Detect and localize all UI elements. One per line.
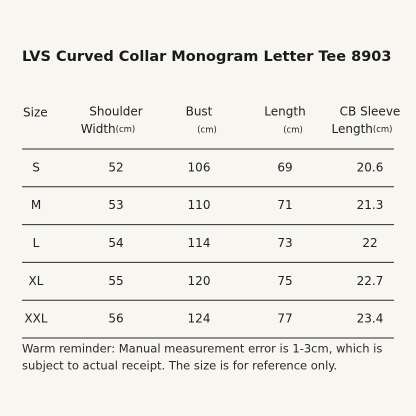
table-cell: M [31, 198, 41, 212]
header-cell: Length(cm) [332, 122, 393, 136]
table-cell: 73 [277, 236, 292, 250]
table-cell: 52 [108, 160, 123, 174]
header-cell: Length [264, 105, 305, 119]
header-text: Length [332, 122, 373, 136]
table-cell: 22 [362, 236, 377, 250]
header-text: Width [81, 122, 116, 136]
table-cell: 69 [277, 160, 292, 174]
table-cell: 77 [277, 312, 292, 326]
table-cell: S [32, 160, 40, 174]
header-cell: Bust [186, 105, 213, 119]
header-cell: Shoulder [89, 105, 143, 119]
unit: (cm) [197, 126, 217, 136]
header-cell: Size [23, 106, 48, 120]
table-cell: 20.6 [357, 160, 384, 174]
table-cell: XL [29, 274, 44, 288]
table-cell: L [33, 236, 40, 250]
header-cell: Width(cm) [81, 122, 135, 136]
table-cell: 21.3 [357, 198, 384, 212]
table-cell: 114 [188, 236, 211, 250]
table-cell: 55 [108, 274, 123, 288]
unit: (cm) [116, 125, 136, 135]
unit: (cm) [283, 126, 303, 136]
table-cell: 106 [188, 160, 211, 174]
note-line: Warm reminder: Manual measurement error … [22, 342, 382, 356]
note-line: subject to actual receipt. The size is f… [22, 359, 337, 373]
table-cell: 53 [108, 198, 123, 212]
table-cell: XXL [24, 312, 47, 326]
table-cell: 54 [108, 236, 123, 250]
title: LVS Curved Collar Monogram Letter Tee 89… [22, 49, 391, 65]
table-cell: 75 [277, 274, 292, 288]
table-cell: 120 [188, 274, 211, 288]
table-cell: 124 [188, 312, 211, 326]
header-cell: CB Sleeve [340, 105, 401, 119]
table-cell: 110 [188, 198, 211, 212]
table-cell: 23.4 [357, 312, 384, 326]
table-cell: 56 [108, 312, 123, 326]
table-cell: 71 [277, 198, 292, 212]
unit: (cm) [373, 125, 393, 135]
table-cell: 22.7 [357, 274, 384, 288]
